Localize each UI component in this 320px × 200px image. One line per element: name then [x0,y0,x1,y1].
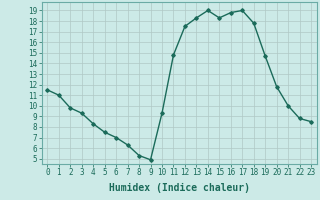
X-axis label: Humidex (Indice chaleur): Humidex (Indice chaleur) [109,183,250,193]
